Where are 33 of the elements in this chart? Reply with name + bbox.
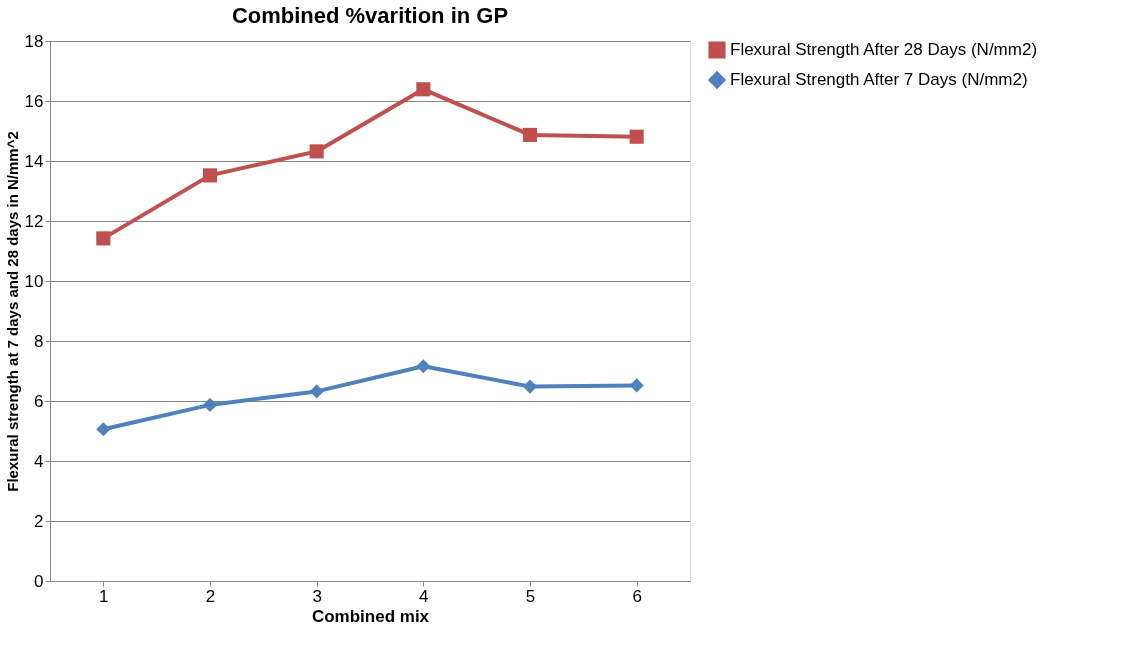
y-tick-label: 2 [34,511,44,531]
y-tick-label: 0 [34,571,44,591]
point [629,378,644,393]
point [416,82,431,97]
point [522,127,538,142]
x-tick-label: 1 [99,586,109,606]
y-tick-label: 4 [34,451,44,471]
point [522,379,538,394]
chart-title: Combined %varition in GP [231,3,509,28]
x-tick-label: 3 [312,586,322,606]
point [202,168,218,183]
point [629,129,644,144]
x-tick-label: 4 [419,586,429,606]
x-tick-label: 5 [525,586,536,606]
point [416,359,431,374]
x-axis-title: Combined mix [311,606,430,626]
y-tick-label: 12 [24,211,44,231]
y-axis-title: Flexural strength at 7 days and 28 days in N/mm^2 [3,131,21,492]
y-tick-label: 18 [24,31,44,51]
y-tick-label: 10 [24,271,44,291]
y-tick-label: 6 [34,391,44,411]
point [96,422,111,437]
point [309,384,324,399]
x-tick-label: 6 [632,586,642,606]
y-tick-label: 16 [24,91,44,111]
y-tick-label: 8 [34,331,44,351]
point [202,397,218,412]
legend-label: Flexural Strength After 7 Days (N/mm2) [730,70,1028,89]
y-tick-label: 14 [24,151,44,171]
point [309,144,324,159]
x-tick-label: 2 [205,586,216,606]
point [96,231,111,246]
legend-label: Flexural Strength After 28 Days (N/mm2) [730,40,1038,59]
